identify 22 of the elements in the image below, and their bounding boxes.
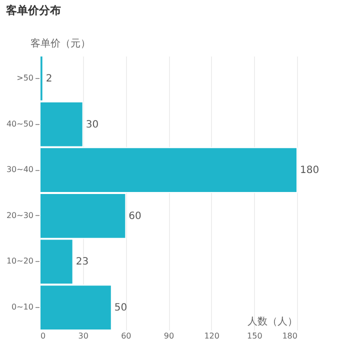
y-tick-label: 30~40 (6, 165, 34, 174)
y-tick-label: 10~20 (6, 256, 34, 266)
y-axis-title: 客单价（元） (30, 38, 90, 50)
y-tick-label: 40~50 (6, 119, 34, 128)
data-label: 2 (46, 73, 52, 84)
chart-title: 客单价分布 (4, 4, 61, 17)
y-tick-label: 0~10 (12, 302, 34, 312)
data-label: 23 (76, 256, 89, 268)
x-tick-label: 120 (204, 332, 220, 340)
y-tick-label: >50 (16, 73, 34, 82)
x-tick-label: 180 (282, 332, 298, 340)
data-label: 30 (86, 119, 99, 130)
y-tick-label: 20~30 (6, 210, 34, 220)
data-label: 60 (128, 210, 142, 222)
x-tick-label: 30 (78, 332, 88, 340)
x-axis-title: 人数（人） (248, 316, 298, 328)
data-label: 50 (114, 302, 128, 314)
data-label: 180 (300, 165, 320, 176)
x-tick-label: 60 (121, 332, 132, 340)
x-tick-label: 90 (164, 332, 174, 340)
x-tick-label: 0 (40, 332, 46, 340)
x-tick-label: 150 (247, 332, 262, 340)
